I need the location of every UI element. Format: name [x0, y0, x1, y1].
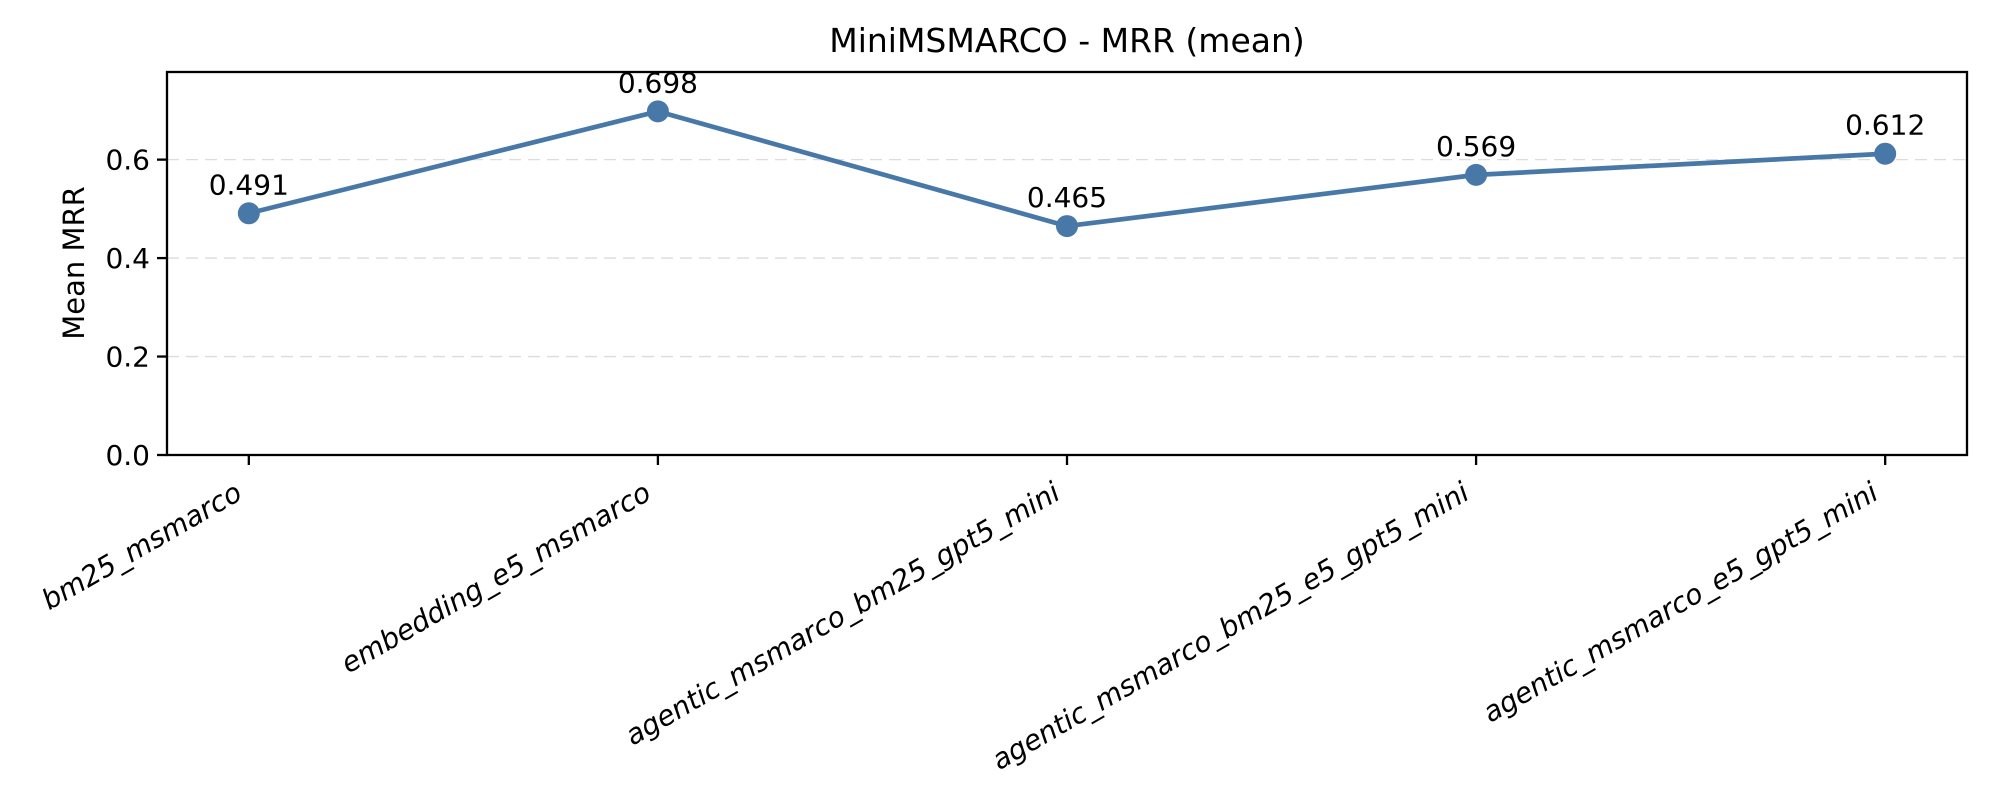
data-point-marker	[1465, 163, 1488, 186]
plot-border	[165, 70, 1969, 457]
x-tick-label: agentic_msmarco_bm25_gpt5_mini	[619, 475, 1065, 752]
gridlines-layer	[167, 158, 1967, 358]
x-tick-label: agentic_msmarco_bm25_e5_gpt5_mini	[986, 475, 1475, 776]
x-tick-label: bm25_msmarco	[36, 475, 247, 616]
data-point-marker	[1056, 215, 1078, 238]
y-tick-label: 0.0	[105, 439, 150, 472]
chart-title: MiniMSMARCO - MRR (mean)	[829, 21, 1305, 60]
data-point-marker	[646, 100, 669, 123]
data-point-marker	[1874, 142, 1897, 165]
tick-labels-layer: 0.0 0.2 0.4 0.6 bm25_msmarco embedding_e5_msm…	[36, 144, 1884, 777]
point-value-label: 0.569	[1436, 130, 1516, 163]
y-axis-label: Mean MRR	[57, 186, 91, 340]
x-tick-label: agentic_msmarco_e5_gpt5_mini	[1477, 475, 1884, 729]
point-value-label: 0.612	[1845, 109, 1925, 142]
y-tick-label: 0.4	[105, 242, 150, 275]
point-value-label: 0.465	[1027, 181, 1107, 214]
point-value-label: 0.491	[209, 168, 289, 201]
y-tick-label: 0.6	[105, 144, 150, 177]
y-tick-label: 0.2	[105, 341, 150, 374]
x-tick-label: embedding_e5_msmarco	[335, 475, 656, 679]
data-point-marker	[237, 202, 260, 225]
axes-layer	[157, 70, 1969, 465]
